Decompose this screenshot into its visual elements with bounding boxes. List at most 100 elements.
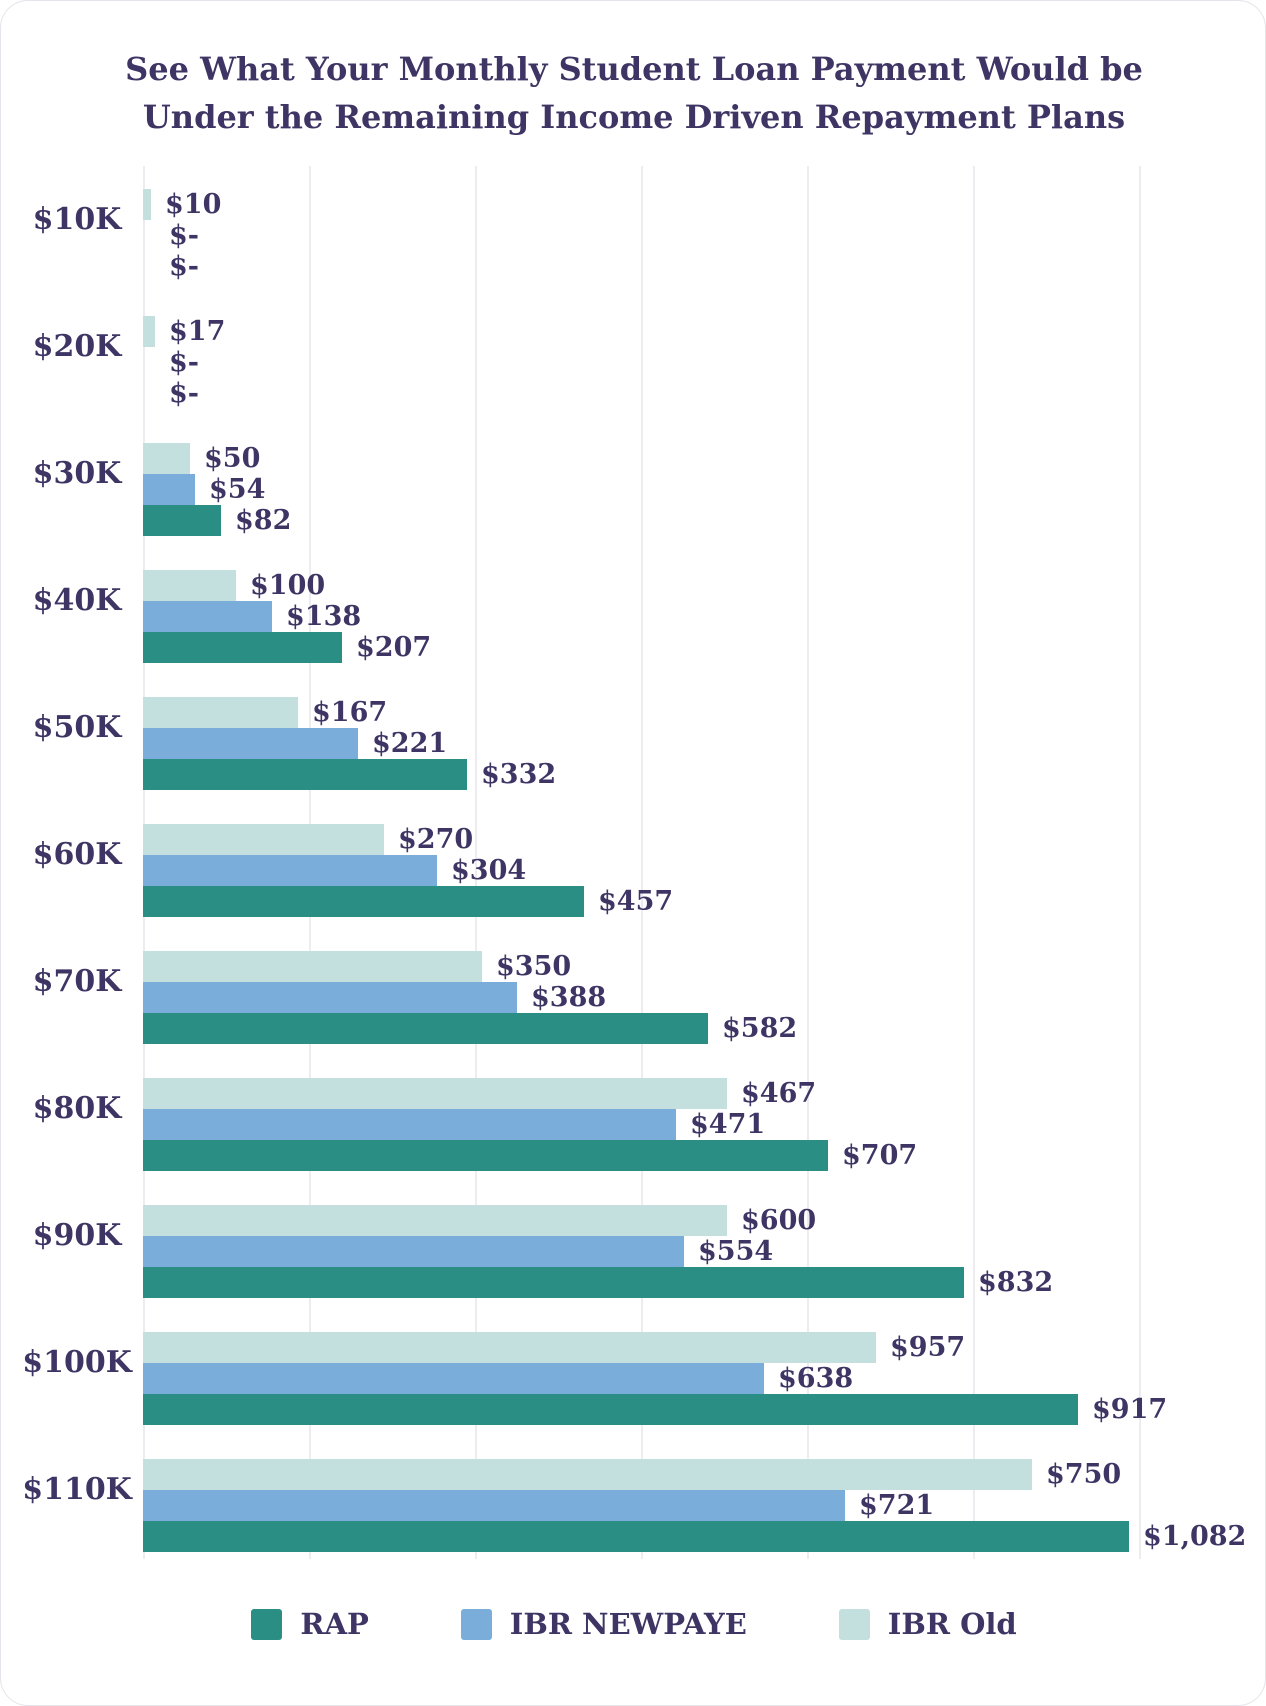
bar-rap xyxy=(143,1140,828,1171)
bar-rows: $17 $- $- xyxy=(143,316,225,409)
bar-row: $388 xyxy=(143,982,797,1013)
bar-value-label: $471 xyxy=(690,1109,766,1140)
bar-row: $1,082 xyxy=(143,1521,1246,1552)
bar-group-110k: $110K $750 $721 $1,082 xyxy=(1,1459,1265,1552)
bar-row: $221 xyxy=(143,728,556,759)
bar-ibr-old xyxy=(143,824,384,855)
bar-rap xyxy=(143,886,584,917)
gridline xyxy=(475,166,477,1559)
bar-value-label: $10 xyxy=(165,189,222,220)
bar-rap xyxy=(143,1013,708,1044)
bar-ibr-newpaye xyxy=(143,601,272,632)
bar-value-label: $917 xyxy=(1092,1394,1168,1425)
category-label: $20K xyxy=(32,329,122,364)
bar-ibr-old xyxy=(143,1332,876,1363)
bar-rows: $50 $54 $82 xyxy=(143,443,291,536)
bar-ibr-old xyxy=(143,1205,727,1236)
category-label: $10K xyxy=(32,202,122,237)
bar-value-label: $600 xyxy=(741,1205,817,1236)
bar-row: $467 xyxy=(143,1078,917,1109)
bar-value-label: $350 xyxy=(496,951,572,982)
bar-value-label: $721 xyxy=(859,1490,935,1521)
legend-label-rap: RAP xyxy=(300,1607,369,1641)
bar-value-label: $707 xyxy=(842,1140,918,1171)
bar-row: $207 xyxy=(143,632,431,663)
bar-row: $582 xyxy=(143,1013,797,1044)
bar-ibr-newpaye xyxy=(143,1109,676,1140)
bar-value-label: $82 xyxy=(235,505,292,536)
bar-value-label: $17 xyxy=(169,316,226,347)
bar-value-label: $1,082 xyxy=(1143,1521,1247,1552)
bar-row: $600 xyxy=(143,1205,1053,1236)
bar-row: $957 xyxy=(143,1332,1167,1363)
bar-row: $832 xyxy=(143,1267,1053,1298)
bar-row: $54 xyxy=(143,474,291,505)
bar-ibr-newpaye xyxy=(143,728,358,759)
bar-row: $- xyxy=(143,251,221,282)
bar-ibr-newpaye xyxy=(143,982,517,1013)
bar-value-label: $270 xyxy=(398,824,474,855)
bar-ibr-newpaye xyxy=(143,1490,845,1521)
bar-value-label: $304 xyxy=(451,855,527,886)
bar-ibr-old xyxy=(143,189,151,220)
bar-row: $638 xyxy=(143,1363,1167,1394)
bar-ibr-old xyxy=(143,697,298,728)
category-label: $100K xyxy=(22,1345,132,1380)
bar-row: $100 xyxy=(143,570,431,601)
legend-item-ibr-newpaye: IBR NEWPAYE xyxy=(460,1607,747,1641)
bar-value-label: $957 xyxy=(890,1332,966,1363)
gridline xyxy=(641,166,643,1559)
bar-value-label: $138 xyxy=(286,601,362,632)
bar-row: $50 xyxy=(143,443,291,474)
bar-rows: $750 $721 $1,082 xyxy=(143,1459,1246,1552)
gridline xyxy=(973,166,975,1559)
bar-value-label: $332 xyxy=(481,759,557,790)
bar-group-40k: $40K $100 $138 $207 xyxy=(1,570,1265,663)
bar-rap xyxy=(143,632,342,663)
bar-ibr-old xyxy=(143,1078,727,1109)
bar-rows: $10 $- $- xyxy=(143,189,221,282)
bar-ibr-old xyxy=(143,316,155,347)
legend-item-rap: RAP xyxy=(251,1607,369,1641)
bar-group-80k: $80K $467 $471 $707 xyxy=(1,1078,1265,1171)
bar-rap xyxy=(143,1521,1129,1552)
bar-rows: $167 $221 $332 xyxy=(143,697,556,790)
legend-label-ibr-newpaye: IBR NEWPAYE xyxy=(509,1607,747,1641)
bar-value-label: $467 xyxy=(741,1078,817,1109)
category-label: $60K xyxy=(32,837,122,872)
bar-ibr-newpaye xyxy=(143,1363,764,1394)
plot-area: $10K $10 $- $- $20K $17 $- $- $30K $50 $54 $82 $40K $… xyxy=(1,166,1265,1561)
bar-row: $10 xyxy=(143,189,221,220)
bar-value-label: $- xyxy=(169,251,199,282)
bar-value-label: $54 xyxy=(209,474,266,505)
bar-rows: $467 $471 $707 xyxy=(143,1078,917,1171)
bar-value-label: $457 xyxy=(598,886,674,917)
bar-rap xyxy=(143,759,467,790)
bar-row: $- xyxy=(143,220,221,251)
bar-value-label: $221 xyxy=(372,728,448,759)
bar-value-label: $638 xyxy=(778,1363,854,1394)
legend-item-ibr-old: IBR Old xyxy=(838,1607,1017,1641)
gridline xyxy=(807,166,809,1559)
bar-row: $554 xyxy=(143,1236,1053,1267)
bar-row: $457 xyxy=(143,886,673,917)
bar-rap xyxy=(143,505,221,536)
bar-row: $471 xyxy=(143,1109,917,1140)
bar-value-label: $- xyxy=(169,347,199,378)
category-label: $50K xyxy=(32,710,122,745)
bar-row: $- xyxy=(143,347,225,378)
bar-row: $270 xyxy=(143,824,673,855)
bar-group-70k: $70K $350 $388 $582 xyxy=(1,951,1265,1044)
category-label: $80K xyxy=(32,1091,122,1126)
bar-rows: $270 $304 $457 xyxy=(143,824,673,917)
bar-row: $82 xyxy=(143,505,291,536)
bar-row: $17 xyxy=(143,316,225,347)
bar-row: $- xyxy=(143,378,225,409)
bar-value-label: $750 xyxy=(1046,1459,1122,1490)
bar-row: $167 xyxy=(143,697,556,728)
bar-value-label: $- xyxy=(169,378,199,409)
bar-ibr-newpaye xyxy=(143,1236,684,1267)
bar-rap xyxy=(143,1267,964,1298)
bar-value-label: $50 xyxy=(204,443,261,474)
bar-rap xyxy=(143,1394,1078,1425)
